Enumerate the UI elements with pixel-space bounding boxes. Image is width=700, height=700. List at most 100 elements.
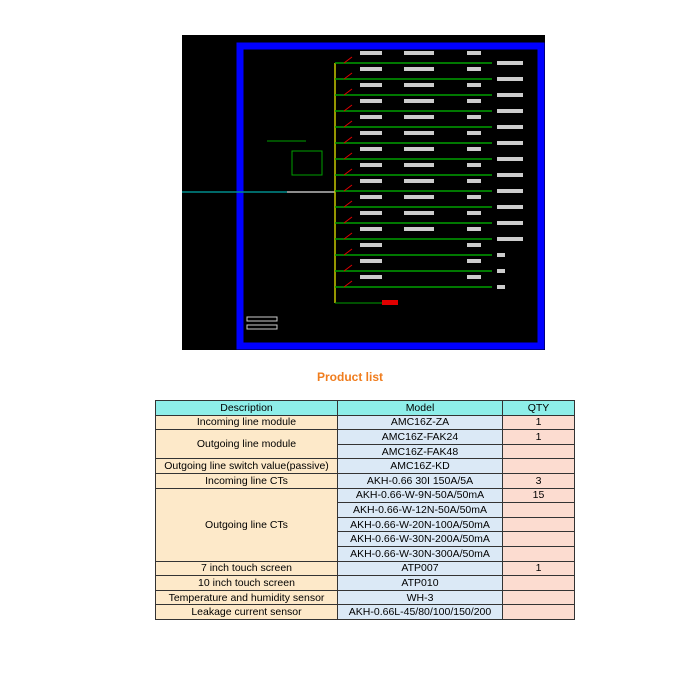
feeder-label	[404, 163, 434, 167]
model-cell: WH-3	[337, 589, 503, 606]
wiring-diagram-image	[182, 35, 545, 350]
description-cell: Outgoing line CTs	[155, 487, 338, 562]
feeder-breaker	[343, 216, 353, 224]
feeder-label	[497, 269, 505, 273]
description-cell: Incoming line CTs	[155, 472, 338, 489]
qty-cell	[502, 531, 575, 547]
feeder-label	[467, 51, 481, 55]
feeder-label	[360, 83, 382, 87]
feeder-label	[404, 115, 434, 119]
feeder-label	[360, 179, 382, 183]
table-row: AKH-0.66-W-30N-300A/50mA	[156, 545, 575, 562]
feeder-label	[360, 195, 382, 199]
description-cell: Outgoing line switch value(passive)	[155, 458, 338, 474]
feeder-breaker	[343, 152, 353, 160]
feeder-breaker	[343, 56, 353, 64]
feeder-label	[467, 163, 481, 167]
feeder-label	[497, 61, 523, 65]
feeder-label	[497, 125, 523, 129]
feeder-breaker	[343, 136, 353, 144]
feeder-label	[497, 253, 505, 257]
model-cell: AMC16Z-FAK48	[337, 443, 503, 460]
feeder-label	[467, 211, 481, 215]
meter-box	[291, 150, 323, 176]
table-row: AKH-0.66-W-12N-50A/50mA	[156, 502, 575, 518]
feeder-label	[360, 163, 382, 167]
diagram-frame	[236, 42, 545, 350]
feeder-label	[497, 77, 523, 81]
model-cell: AKH-0.66-W-30N-300A/50mA	[337, 545, 503, 562]
feeder-label	[404, 227, 434, 231]
feeder-label	[467, 227, 481, 231]
feeder-label	[360, 275, 382, 279]
feeder-label	[404, 51, 434, 55]
qty-cell	[502, 604, 575, 620]
feeder-breaker	[343, 264, 353, 272]
model-cell: AMC16Z-ZA	[337, 414, 503, 431]
spd	[382, 300, 398, 305]
qty-cell	[502, 575, 575, 591]
feeder-label	[467, 195, 481, 199]
qty-cell	[502, 443, 575, 460]
feeder-label	[360, 227, 382, 231]
feeder-label	[497, 173, 523, 177]
description-cell: 10 inch touch screen	[155, 575, 338, 591]
feeder-label	[360, 259, 382, 263]
feeder-label	[360, 51, 382, 55]
table-row: 10 inch touch screen ATP010	[155, 575, 575, 591]
feeder-breaker	[343, 248, 353, 256]
qty-cell	[502, 502, 575, 518]
feeder-label	[360, 67, 382, 71]
description-cell: 7 inch touch screen	[155, 560, 338, 577]
table-row: Outgoing line switch value(passive) AMC16…	[155, 458, 575, 474]
feeder-breaker	[343, 120, 353, 128]
feeder-label	[497, 221, 523, 225]
feeder-breaker	[343, 88, 353, 96]
feeder-label	[360, 99, 382, 103]
feeder-label	[467, 99, 481, 103]
feeder-label	[467, 259, 481, 263]
description-cell: Outgoing line module	[155, 429, 338, 460]
feeder-label	[497, 109, 523, 113]
table-row: AKH-0.66-W-30N-200A/50mA	[156, 531, 575, 547]
feeder-label	[404, 195, 434, 199]
feeder-breaker	[343, 184, 353, 192]
feeder-label	[497, 205, 523, 209]
feeder-label	[467, 275, 481, 279]
model-cell: AMC16Z-KD	[337, 458, 503, 474]
model-cell: AMC16Z-FAK24	[337, 429, 503, 445]
feeder-label	[467, 147, 481, 151]
header-qty: QTY	[502, 400, 575, 416]
model-cell: AKH-0.66L-45/80/100/150/200	[337, 604, 503, 620]
model-cell: AKH-0.66-W-12N-50A/50mA	[337, 502, 503, 518]
table-row: Outgoing line CTs AKH-0.66-W-9N-50A/50mA 1…	[155, 487, 575, 562]
table-row: Leakage current sensor AKH-0.66L-45/80/10…	[155, 604, 575, 620]
feeder-label	[467, 115, 481, 119]
feeder-label	[360, 243, 382, 247]
model-cell: ATP010	[337, 575, 503, 591]
model-cell: AKH-0.66-W-30N-200A/50mA	[337, 531, 503, 547]
qty-cell: 3	[502, 472, 575, 489]
feeder-label	[467, 179, 481, 183]
product-list-title: Product list	[316, 370, 383, 384]
description-cell: Leakage current sensor	[155, 604, 338, 620]
qty-cell: 15	[502, 487, 575, 504]
table-row: Temperature and humidity sensor WH-3	[155, 589, 575, 606]
feeder-label	[360, 115, 382, 119]
feeder-label	[404, 67, 434, 71]
table-row: Incoming line module AMC16Z-ZA 1	[155, 414, 575, 431]
qty-cell	[502, 589, 575, 606]
model-cell: ATP007	[337, 560, 503, 577]
feeder-label	[467, 131, 481, 135]
qty-cell: 1	[502, 414, 575, 431]
table-row: 7 inch touch screen ATP007 1	[155, 560, 575, 577]
description-cell: Temperature and humidity sensor	[155, 589, 338, 606]
feeder-label	[497, 237, 523, 241]
qty-cell	[502, 545, 575, 562]
legend-box	[246, 324, 278, 330]
feeder-label	[404, 131, 434, 135]
feeder-breaker	[343, 280, 353, 288]
feeder-label	[404, 147, 434, 151]
feeder-label	[497, 157, 523, 161]
feeder-breaker	[343, 72, 353, 80]
